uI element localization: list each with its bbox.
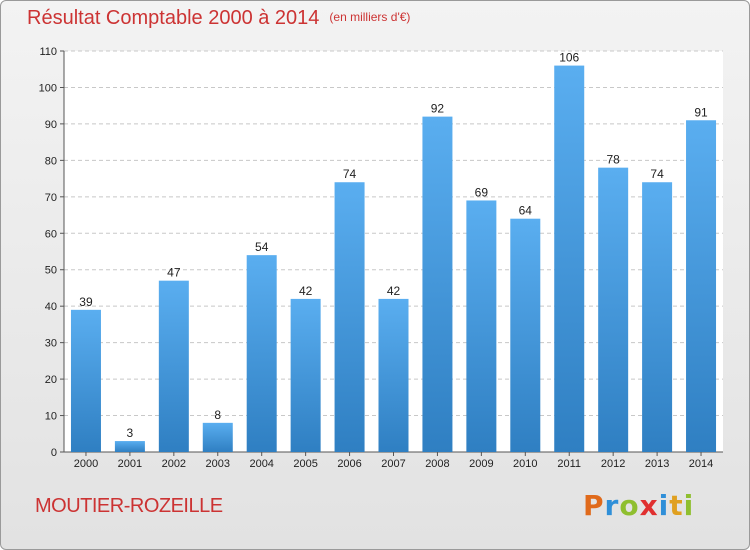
bar <box>70 309 101 452</box>
x-tick-label: 2002 <box>162 458 186 470</box>
bar-value-label: 8 <box>214 408 221 422</box>
x-tick-label: 2006 <box>337 458 361 470</box>
bar <box>158 280 189 452</box>
x-tick-label: 2009 <box>469 458 493 470</box>
y-tick-label: 110 <box>39 46 57 58</box>
bar <box>554 65 585 452</box>
bar-value-label: 78 <box>606 153 620 167</box>
bar-value-label: 92 <box>431 102 445 116</box>
x-tick-label: 2000 <box>74 458 98 470</box>
bar-value-label: 69 <box>475 185 489 199</box>
bar <box>510 218 541 452</box>
chart-title: Résultat Comptable 2000 à 2014 (en millie… <box>27 7 410 30</box>
bar-value-label: 39 <box>79 295 93 309</box>
y-tick-label: 60 <box>45 228 57 240</box>
bar-value-label: 91 <box>694 105 708 119</box>
y-tick-label: 80 <box>45 155 57 167</box>
x-tick-label: 2004 <box>249 458 273 470</box>
bar <box>334 182 365 452</box>
x-tick-label: 2003 <box>206 458 230 470</box>
bar <box>202 422 233 452</box>
bar-value-label: 64 <box>519 204 533 218</box>
bar <box>642 182 673 452</box>
y-tick-label: 90 <box>45 119 57 131</box>
bar <box>290 298 321 452</box>
bar-value-label: 42 <box>387 284 401 298</box>
bar <box>114 441 145 452</box>
chart-title-text: Résultat Comptable 2000 à 2014 <box>27 7 320 29</box>
bar-value-label: 3 <box>127 426 134 440</box>
bar <box>378 298 409 452</box>
x-tick-label: 2001 <box>118 458 142 470</box>
y-tick-label: 10 <box>45 411 57 423</box>
bar-value-label: 54 <box>255 240 269 254</box>
bar <box>422 116 453 453</box>
y-tick-label: 40 <box>45 301 57 313</box>
bar <box>686 120 717 452</box>
x-tick-label: 2007 <box>381 458 405 470</box>
y-tick-label: 50 <box>45 265 57 277</box>
y-tick-label: 70 <box>45 192 57 204</box>
bar-value-label: 106 <box>559 51 579 65</box>
y-tick-label: 30 <box>45 338 57 350</box>
bar-value-label: 74 <box>650 167 664 181</box>
x-tick-label: 2013 <box>645 458 669 470</box>
bar <box>246 255 277 452</box>
commune-name: MOUTIER-ROZEILLE <box>35 495 223 517</box>
x-tick-label: 2005 <box>293 458 317 470</box>
bar <box>466 200 497 452</box>
chart-subtitle: (en milliers d'€) <box>329 10 411 24</box>
x-tick-label: 2012 <box>601 458 625 470</box>
bar-value-label: 42 <box>299 284 313 298</box>
y-tick-label: 0 <box>51 447 57 459</box>
x-tick-label: 2008 <box>425 458 449 470</box>
x-tick-label: 2010 <box>513 458 537 470</box>
y-tick-label: 20 <box>45 374 57 386</box>
bar-value-label: 47 <box>167 266 181 280</box>
bar-value-label: 74 <box>343 167 357 181</box>
proxiti-logo: Proxiti <box>583 489 695 522</box>
bar <box>598 167 629 452</box>
x-tick-label: 2011 <box>557 458 581 470</box>
y-tick-label: 100 <box>39 82 57 94</box>
x-tick-label: 2014 <box>689 458 713 470</box>
